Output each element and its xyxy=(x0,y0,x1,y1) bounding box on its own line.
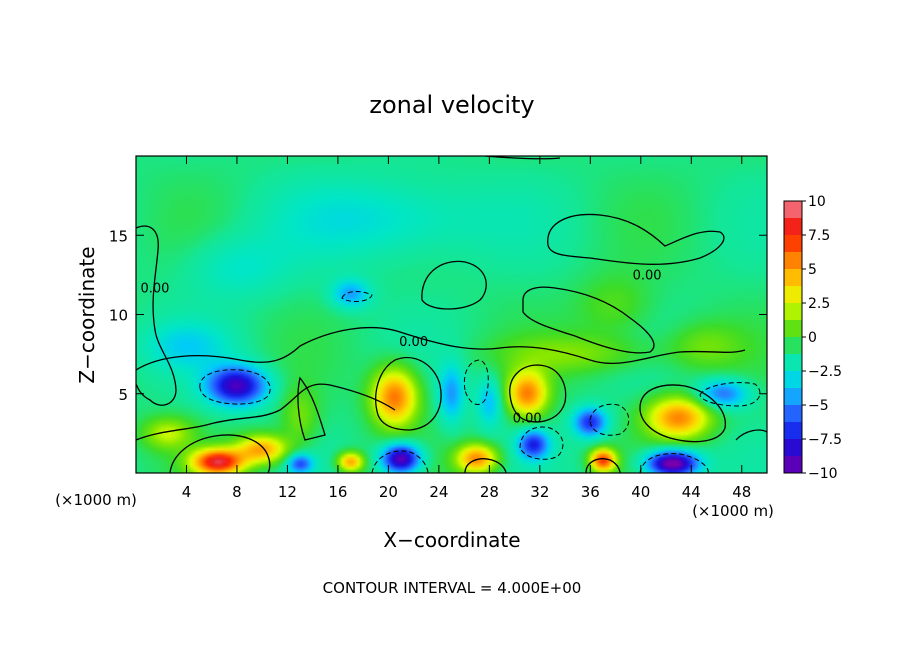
x-tick-label: 28 xyxy=(480,483,499,501)
colorbar-tick-label: 0 xyxy=(808,330,817,346)
colorbar-swatch xyxy=(784,388,802,406)
chart-title: zonal velocity xyxy=(369,91,534,119)
colorbar-swatch xyxy=(784,201,802,219)
x-tick-label: 40 xyxy=(631,483,650,501)
contour-line xyxy=(589,403,630,436)
contour-line xyxy=(585,458,621,473)
x-tick-label: 36 xyxy=(581,483,600,501)
contour-line xyxy=(519,426,564,460)
colorbar-tick-label: 10 xyxy=(808,194,826,210)
contour-line xyxy=(509,364,567,423)
x-tick-label: 32 xyxy=(530,483,549,501)
negative-contours xyxy=(199,291,761,473)
colorbar-ticks: 10 7.5 5 2.5 0 −2.5 −5 −7.5 −10 xyxy=(802,194,842,482)
contour-label: 0.00 xyxy=(399,335,428,350)
colorbar-swatch xyxy=(784,371,802,389)
x-axis: 4 8 12 16 20 24 28 32 36 40 44 48 xyxy=(182,156,751,501)
contour-line xyxy=(547,213,725,265)
contour-line xyxy=(297,376,326,441)
contour-label: 0.00 xyxy=(513,411,542,426)
plot-area: 0.00 0.00 0.00 0.00 xyxy=(136,156,767,473)
colorbar-swatch xyxy=(784,337,802,355)
contour-line xyxy=(136,383,396,441)
x-tick-label: 8 xyxy=(232,483,242,501)
contour-interval-note: CONTOUR INTERVAL = 4.000E+00 xyxy=(323,579,582,597)
x-unit-right: (×1000 m) xyxy=(692,502,774,520)
zero-contours xyxy=(136,156,767,473)
contour-line xyxy=(136,225,177,406)
contour-line xyxy=(639,453,709,473)
contour-line xyxy=(463,359,489,405)
contour-line xyxy=(735,429,767,441)
colorbar-tick-label: −7.5 xyxy=(808,432,842,448)
colorbar-swatch xyxy=(784,439,802,457)
x-tick-label: 20 xyxy=(379,483,398,501)
colorbar-tick-label: −10 xyxy=(808,466,838,482)
contour-labels: 0.00 0.00 0.00 0.00 xyxy=(140,269,661,427)
y-tick-label: 5 xyxy=(118,386,128,404)
colorbar-swatches xyxy=(784,201,802,474)
colorbar-tick-label: 5 xyxy=(808,262,817,278)
contour-line xyxy=(421,260,487,310)
colorbar-swatch xyxy=(784,354,802,372)
colorbar-swatch xyxy=(784,252,802,270)
colorbar-swatch xyxy=(784,235,802,253)
colorbar-swatch xyxy=(784,422,802,440)
colorbar-swatch xyxy=(784,303,802,321)
x-axis-label: X−coordinate xyxy=(383,528,520,552)
colorbar-tick-label: 7.5 xyxy=(808,228,830,244)
contour-line xyxy=(522,286,655,354)
y-tick-label: 15 xyxy=(109,227,128,245)
contour-line xyxy=(341,291,373,303)
colorbar-swatch xyxy=(784,405,802,423)
contour-line xyxy=(371,450,429,473)
colorbar: 10 7.5 5 2.5 0 −2.5 −5 −7.5 −10 xyxy=(783,194,842,482)
x-tick-label: 12 xyxy=(278,483,297,501)
colorbar-tick-label: 2.5 xyxy=(808,296,830,312)
colorbar-swatch xyxy=(784,218,802,236)
y-tick-label: 10 xyxy=(109,307,128,325)
x-unit-left: (×1000 m) xyxy=(55,491,137,509)
y-axis-label: Z−coordinate xyxy=(75,246,99,383)
contour-line xyxy=(639,384,726,443)
contour-label: 0.00 xyxy=(633,269,662,284)
contour-line xyxy=(169,434,271,473)
colorbar-swatch xyxy=(784,320,802,338)
contour-label: 0.00 xyxy=(140,281,169,296)
colorbar-tick-label: −5 xyxy=(808,398,829,414)
x-tick-label: 48 xyxy=(732,483,751,501)
contour-line xyxy=(136,326,746,371)
x-tick-label: 4 xyxy=(182,483,192,501)
contour-line xyxy=(375,356,442,431)
x-tick-label: 44 xyxy=(682,483,701,501)
colorbar-swatch xyxy=(784,286,802,304)
x-tick-label: 24 xyxy=(429,483,448,501)
y-axis: 5 10 15 xyxy=(109,227,767,404)
colorbar-tick-label: −2.5 xyxy=(808,364,842,380)
colorbar-swatch xyxy=(784,269,802,287)
contour-line xyxy=(699,382,761,407)
contour-line xyxy=(464,458,507,473)
colorbar-swatch xyxy=(784,456,802,474)
x-tick-label: 16 xyxy=(328,483,347,501)
heatmap-field xyxy=(136,156,767,473)
